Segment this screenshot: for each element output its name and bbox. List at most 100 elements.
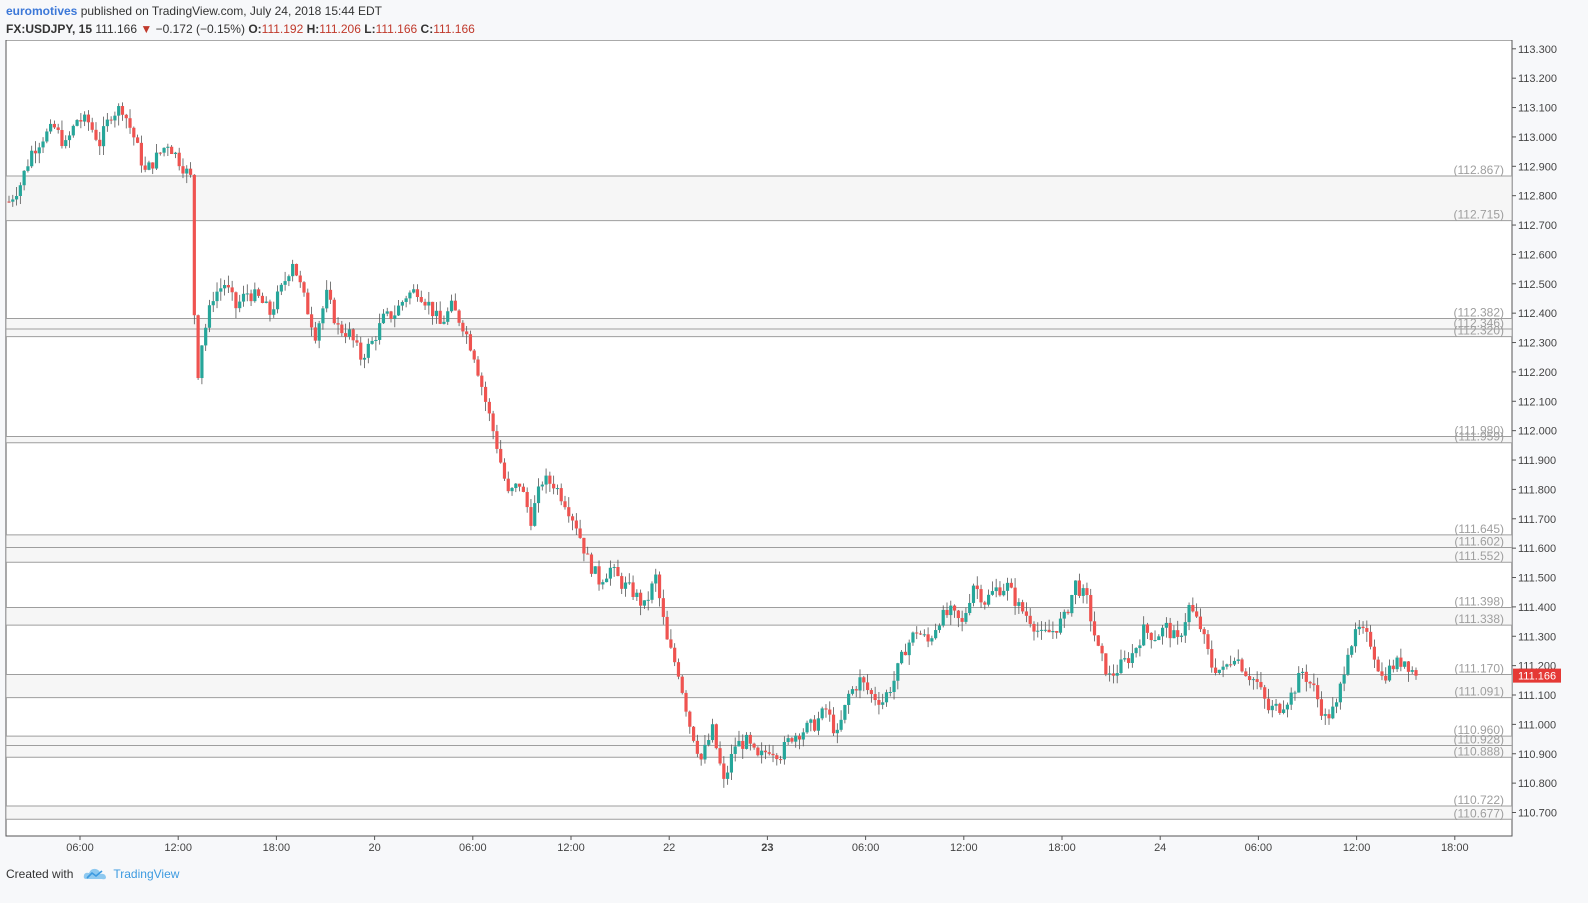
candle-body: [94, 129, 98, 140]
candle-body: [941, 609, 945, 626]
candle-body: [1119, 659, 1123, 674]
candle-body: [661, 598, 665, 617]
candle-body: [431, 301, 435, 317]
candle-body: [158, 152, 162, 154]
candle-body: [1334, 702, 1339, 707]
y-tick-label: 113.200: [1518, 73, 1557, 85]
level-zone: [6, 607, 1512, 626]
candle-body: [283, 281, 287, 285]
candle-body: [1021, 602, 1025, 612]
x-tick-label: 24: [1154, 842, 1166, 854]
y-tick-label: 111.700: [1518, 514, 1556, 526]
author-link[interactable]: euromotives: [6, 4, 78, 18]
candle-body: [990, 591, 994, 595]
candle-body: [1384, 675, 1388, 681]
candle-body: [1036, 630, 1040, 632]
low-label: L:: [364, 22, 376, 36]
candle-body: [1410, 670, 1414, 672]
candle-body: [351, 329, 355, 341]
candle-body: [801, 732, 805, 740]
candle-body: [52, 123, 56, 128]
candle-body: [393, 315, 397, 319]
candle-body: [83, 114, 87, 122]
x-tick-label: 06:00: [852, 842, 880, 854]
candle-body: [570, 516, 575, 521]
candle-body: [366, 343, 370, 358]
candle-body: [200, 345, 204, 379]
candle-body: [1395, 657, 1399, 670]
candle-body: [117, 106, 121, 116]
level-label: (110.888): [1454, 744, 1504, 758]
candle-body: [1047, 629, 1051, 633]
candle-body: [1202, 629, 1206, 635]
price-chart[interactable]: (112.867) (112.715) (112.382)(112.346)(112…: [0, 40, 1588, 860]
candle-body: [1372, 646, 1376, 660]
candle-body: [975, 585, 979, 590]
candle-body: [1251, 679, 1255, 681]
candle-body: [1229, 664, 1233, 666]
candle-body: [563, 501, 567, 508]
candle-body: [797, 735, 802, 740]
candle-body: [525, 491, 529, 508]
candle-body: [850, 689, 855, 694]
level-label: (111.552): [1454, 549, 1504, 563]
candle-body: [805, 722, 809, 733]
candle-body: [884, 692, 889, 703]
candle-body: [714, 724, 718, 749]
candle-body: [105, 119, 109, 127]
candle-body: [775, 755, 779, 760]
y-tick-label: 112.000: [1518, 426, 1557, 438]
candle-body: [1353, 629, 1358, 647]
tradingview-brand-link[interactable]: TradingView: [113, 867, 180, 881]
candle-body: [170, 146, 174, 155]
candle-body: [154, 152, 159, 169]
candle-body: [446, 311, 450, 322]
candle-body: [18, 185, 22, 196]
candle-body: [756, 747, 760, 756]
candle-body: [1058, 618, 1063, 633]
level-label: (110.960): [1454, 723, 1504, 737]
candle-body: [1289, 692, 1293, 705]
candle-body: [49, 123, 53, 132]
candle-body: [907, 642, 911, 656]
candle-body: [222, 285, 227, 289]
candle-body: [1361, 626, 1365, 629]
candle-body: [279, 284, 283, 292]
level-label: (111.959): [1454, 430, 1504, 444]
candle-body: [752, 743, 756, 748]
candle-body: [113, 115, 117, 121]
candle-body: [771, 753, 775, 756]
y-tick-label: 112.800: [1518, 191, 1557, 203]
candle-body: [676, 662, 681, 677]
candle-body: [1263, 687, 1267, 699]
candle-body: [903, 651, 907, 656]
candle-body: [207, 305, 212, 328]
candle-body: [888, 691, 892, 693]
candle-body: [1270, 705, 1274, 711]
candle-body: [313, 327, 317, 341]
candle-body: [1221, 666, 1225, 670]
x-tick-label: 06:00: [1245, 842, 1273, 854]
candle-body: [737, 740, 741, 747]
high-value: 111.206: [319, 22, 361, 36]
candle-body: [468, 334, 473, 351]
candle-body: [552, 483, 556, 489]
candle-body: [147, 162, 151, 170]
candle-body: [434, 310, 438, 317]
y-tick-label: 111.900: [1518, 455, 1556, 467]
candle-body: [188, 168, 193, 175]
candle-body: [1217, 669, 1221, 673]
published-text: published on TradingView.com, July 24, 2…: [80, 4, 383, 18]
candle-body: [75, 120, 79, 126]
candle-body: [181, 166, 185, 174]
candle-body: [1160, 627, 1165, 637]
candle-body: [1123, 658, 1127, 660]
last-price-tag: [1513, 668, 1561, 683]
y-tick-label: 112.400: [1518, 308, 1557, 320]
candle-body: [1236, 659, 1240, 661]
symbol-label: FX:USDJPY, 15: [6, 22, 93, 36]
candle-body: [945, 609, 949, 616]
candle-body: [1051, 630, 1055, 633]
candle-body: [586, 553, 590, 555]
candle-body: [1244, 671, 1248, 677]
